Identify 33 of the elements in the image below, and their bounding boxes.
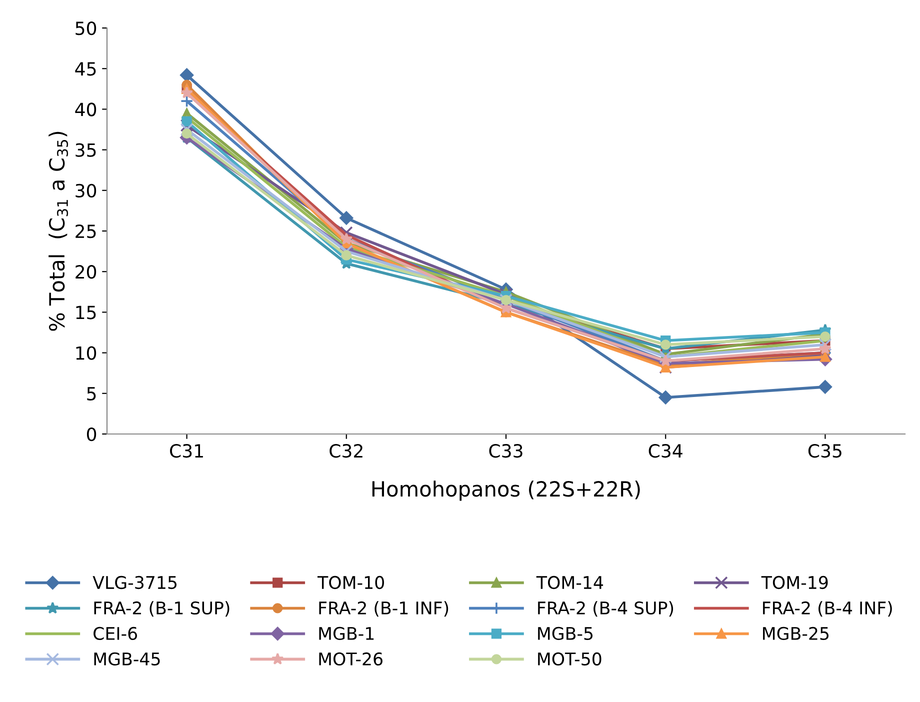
x-tick-label: C35	[808, 444, 842, 458]
legend-label: MOT-26	[319, 652, 382, 666]
y-tick-label: 40	[75, 102, 96, 116]
legend-label: MOT-50	[538, 652, 602, 666]
x-tick-label: C32	[330, 444, 362, 458]
legend-label: TOM-14	[536, 576, 604, 590]
y-tick-label: 25	[76, 224, 96, 238]
x-axis-title: Homohopanos (22S+22R)	[372, 480, 640, 501]
y-tick-label: 30	[76, 184, 96, 198]
legend-label: FRA-2 (B-4 INF)	[763, 601, 892, 617]
x-tick-label: C31	[170, 444, 203, 458]
y-tick-label: 15	[76, 306, 96, 320]
legend-label: TOM-19	[761, 576, 828, 590]
legend-label: MGB-45	[94, 652, 160, 666]
legend-label: MGB-25	[763, 626, 829, 640]
y-tick-label: 0	[86, 427, 96, 442]
x-tick-label: C34	[648, 444, 682, 458]
legend-label: MGB-5	[538, 626, 593, 640]
y-tick-label: 10	[76, 346, 96, 360]
legend-label: TOM-10	[317, 576, 384, 590]
legend-label: CEI-6	[94, 626, 138, 640]
y-tick-label: 5	[87, 387, 96, 401]
legend-label: FRA-2 (B-1 SUP)	[94, 601, 230, 617]
x-tick-label: C33	[489, 444, 522, 458]
legend-label: FRA-2 (B-4 SUP)	[538, 601, 674, 617]
y-tick-label: 45	[75, 62, 96, 76]
legend-label: FRA-2 (B-1 INF)	[319, 601, 448, 617]
y-tick-label: 35	[76, 143, 96, 157]
y-tick-label: 20	[76, 265, 96, 279]
legend-label: MGB-1	[319, 626, 374, 640]
legend-label: VLG-3715	[92, 576, 177, 590]
y-axis-title: % Total (C$_{31}$ a C$_{35}$)	[48, 132, 68, 331]
y-tick-label: 50	[76, 21, 96, 36]
